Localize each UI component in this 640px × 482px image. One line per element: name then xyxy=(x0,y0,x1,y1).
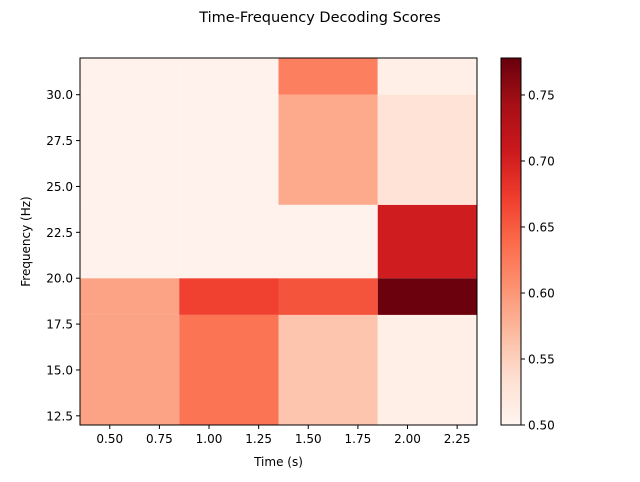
y-tick-label: 17.5 xyxy=(46,318,73,332)
heatmap-cell xyxy=(80,278,180,315)
y-tick-label: 20.0 xyxy=(46,272,73,286)
colorbar-tick-label: 0.55 xyxy=(528,352,555,366)
x-tick-label: 2.00 xyxy=(394,432,421,446)
x-tick-label: 1.50 xyxy=(295,432,322,446)
x-axis-ticks: 0.50 0.75 1.00 1.25 1.50 1.75 2.00 2.25 xyxy=(96,425,471,446)
heatmap-cell xyxy=(278,278,378,315)
colorbar-tick-label: 0.70 xyxy=(528,154,555,168)
colorbar-ticks: 0.50 0.55 0.60 0.65 0.70 0.75 xyxy=(521,88,555,433)
heatmap-cell xyxy=(80,58,180,95)
colorbar-tick-label: 0.50 xyxy=(528,419,555,433)
heatmap-cell xyxy=(377,278,477,315)
x-axis-label: Time (s) xyxy=(253,455,303,469)
heatmap-cell xyxy=(377,94,477,205)
y-tick-label: 27.5 xyxy=(46,134,73,148)
heatmap-cell xyxy=(179,204,279,279)
colorbar-tick-label: 0.75 xyxy=(528,88,555,102)
heatmap-cell xyxy=(377,58,477,95)
heatmap-cell xyxy=(80,204,180,279)
heatmap-cell xyxy=(278,58,378,95)
x-tick-label: 0.75 xyxy=(146,432,173,446)
colorbar-tick-label: 0.60 xyxy=(528,286,555,300)
y-tick-label: 12.5 xyxy=(46,409,73,423)
heatmap-cell xyxy=(377,314,477,425)
heatmap-cell xyxy=(80,94,180,205)
heatmap-cell xyxy=(179,278,279,315)
x-tick-label: 1.25 xyxy=(245,432,272,446)
heatmap-cell xyxy=(278,314,378,425)
y-axis-ticks: 12.5 15.0 17.5 20.0 22.5 25.0 27.5 30.0 xyxy=(46,88,80,423)
x-tick-label: 2.25 xyxy=(444,432,471,446)
heatmap-cell xyxy=(377,204,477,279)
y-tick-label: 15.0 xyxy=(46,363,73,377)
heatmap-cell xyxy=(179,314,279,425)
plot-frame xyxy=(79,57,478,426)
heatmap-cell xyxy=(278,204,378,279)
heatmap-cells xyxy=(80,58,477,425)
y-tick-label: 22.5 xyxy=(46,226,73,240)
heatmap-cell xyxy=(179,94,279,205)
y-axis-label: Frequency (Hz) xyxy=(19,196,33,287)
y-tick-label: 30.0 xyxy=(46,88,73,102)
y-tick-label: 25.0 xyxy=(46,180,73,194)
heatmap-cell xyxy=(179,58,279,95)
chart-title: Time-Frequency Decoding Scores xyxy=(198,10,441,26)
x-tick-label: 1.75 xyxy=(345,432,372,446)
colorbar xyxy=(500,57,522,426)
heatmap-cell xyxy=(80,314,180,425)
heatmap-cell xyxy=(278,94,378,205)
x-tick-label: 1.00 xyxy=(196,432,223,446)
colorbar-tick-label: 0.65 xyxy=(528,220,555,234)
x-tick-label: 0.50 xyxy=(96,432,123,446)
